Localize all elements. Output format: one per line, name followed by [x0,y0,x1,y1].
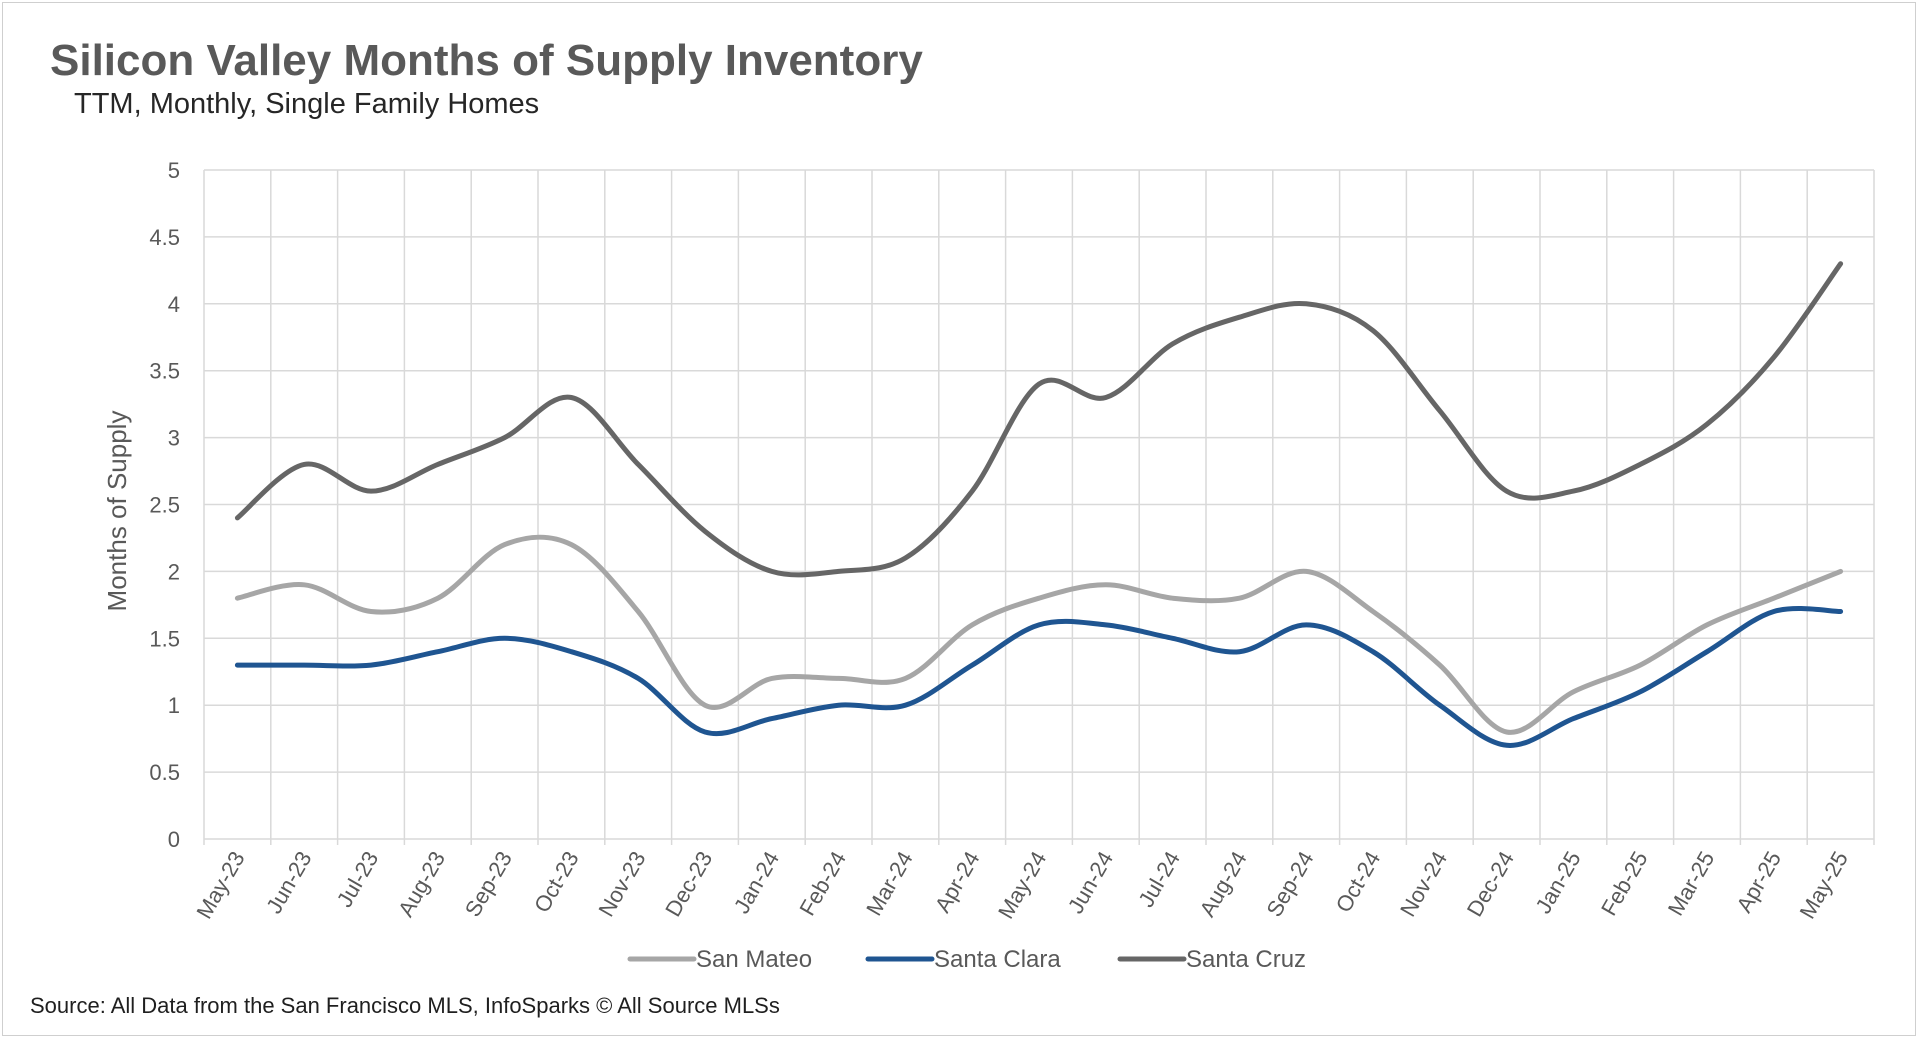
chart-subtitle: TTM, Monthly, Single Family Homes [74,88,540,120]
x-tick-label: May-24 [993,847,1051,923]
y-tick-label: 5 [168,158,180,183]
y-axis-label: Months of Supply [102,411,132,612]
x-tick-label: May-25 [1795,847,1853,923]
x-tick-label: Nov-24 [1395,847,1452,921]
x-tick-label: Jun-24 [1063,847,1118,918]
x-tick-label: Jul-24 [1133,847,1185,911]
x-tick-label: Oct-23 [529,847,584,917]
legend: San Mateo Santa Clara Santa Cruz [627,946,1306,973]
legend-label: San Mateo [696,946,812,973]
series-line-san-mateo [234,534,1844,735]
y-tick-label: 3 [168,426,180,451]
y-tick-label: 2 [168,559,180,584]
y-tick-label: 3.5 [149,359,180,384]
horizontal-gridlines [204,169,1874,840]
y-tick-label: 1 [168,693,180,718]
y-tick-label: 4.5 [149,225,180,250]
x-tick-label: Jul-23 [332,847,384,911]
x-tick-label: Mar-24 [861,847,917,920]
vertical-gridlines [203,170,1875,845]
x-tick-label: Mar-25 [1663,847,1719,920]
chart-title: Silicon Valley Months of Supply Inventor… [50,36,923,85]
x-tick-label: Jan-25 [1530,847,1585,918]
x-tick-label: Apr-25 [1731,847,1786,917]
source-note: Source: All Data from the San Francisco … [30,993,780,1018]
x-tick-label: Jun-23 [261,847,316,918]
x-tick-label: Aug-23 [393,847,450,921]
y-tick-label: 2.5 [149,493,180,518]
series-line-santa-cruz [234,261,1844,578]
x-tick-label: Feb-24 [794,847,851,920]
x-tick-label: Oct-24 [1331,847,1386,917]
x-tick-label: Jan-24 [729,847,784,918]
series-line-santa-clara [234,606,1844,748]
legend-label: Santa Clara [934,946,1061,973]
series-lines [234,261,1844,748]
x-tick-label: Dec-23 [660,847,717,921]
x-tick-label: Aug-24 [1195,847,1252,921]
x-tick-label: Nov-23 [593,847,650,921]
x-tick-label: May-23 [191,847,249,923]
legend-label: Santa Cruz [1186,946,1306,973]
y-tick-label: 4 [168,292,180,317]
x-tick-label: Feb-25 [1596,847,1653,920]
x-tick-label: Sep-23 [460,847,517,921]
y-tick-label: 0 [168,827,180,852]
x-axis-tick-labels: May-23 Jun-23 Jul-23 Aug-23 Sep-23 Oct-23 Nov-… [191,847,1853,923]
x-tick-label: Sep-24 [1261,847,1318,921]
y-tick-label: 1.5 [149,626,180,651]
y-axis-tick-labels: 0 0.5 1 1.5 2 2.5 3 3.5 4 4.5 5 [149,158,180,852]
x-tick-label: Apr-24 [930,847,985,917]
x-tick-label: Dec-24 [1462,847,1519,921]
y-tick-label: 0.5 [149,760,180,785]
